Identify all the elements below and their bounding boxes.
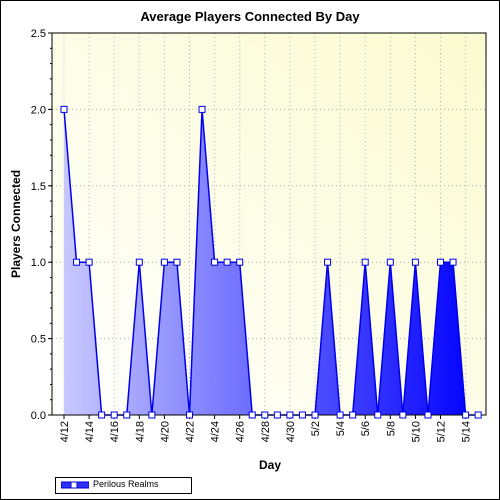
data-point-marker xyxy=(223,258,231,266)
x-tick-label: 5/8 xyxy=(385,421,397,436)
x-tick-label: 4/24 xyxy=(210,421,222,442)
data-point-marker xyxy=(211,258,219,266)
data-point-marker xyxy=(424,411,432,419)
data-point-marker xyxy=(60,105,68,113)
x-tick-label: 4/28 xyxy=(260,421,272,442)
data-point-marker xyxy=(474,411,482,419)
x-tick-label: 5/10 xyxy=(410,421,422,442)
data-point-marker xyxy=(135,258,143,266)
data-point-marker xyxy=(298,411,306,419)
y-tick-labels: 0.0 0.5 1.0 1.5 2.0 2.5 xyxy=(31,28,46,422)
x-tick-label: 5/14 xyxy=(461,421,473,442)
data-point-marker xyxy=(98,411,106,419)
data-point-marker xyxy=(411,258,419,266)
data-point-marker xyxy=(286,411,294,419)
x-tick-label: 4/26 xyxy=(235,421,247,442)
data-point-marker xyxy=(399,411,407,419)
axes xyxy=(48,32,487,419)
x-tick-label: 4/22 xyxy=(185,421,197,442)
data-point-marker xyxy=(273,411,281,419)
data-point-marker xyxy=(248,411,256,419)
x-tick-label: 4/16 xyxy=(109,421,121,442)
x-tick-label: 4/30 xyxy=(285,421,297,442)
x-tick-label: 5/4 xyxy=(335,421,347,436)
x-tick-label: 5/12 xyxy=(436,421,448,442)
x-tick-labels: 4/12 4/14 4/16 4/18 4/20 4/22 4/24 4/26 4/28 4/30… xyxy=(59,421,473,442)
x-tick-label: 5/2 xyxy=(310,421,322,436)
x-tick-label: 4/18 xyxy=(134,421,146,442)
data-point-marker xyxy=(324,258,332,266)
data-point-marker xyxy=(462,411,470,419)
data-point-marker xyxy=(160,258,168,266)
x-tick-label: 5/6 xyxy=(360,421,372,436)
legend-swatch xyxy=(61,481,89,489)
x-tick-label: 4/20 xyxy=(159,421,171,442)
grid-lines xyxy=(52,33,486,415)
y-tick-label: 2.0 xyxy=(31,104,46,116)
data-point-marker xyxy=(198,105,206,113)
data-point-marker xyxy=(186,411,193,419)
x-tick-label: 4/14 xyxy=(84,421,96,442)
data-point-marker xyxy=(173,258,181,266)
data-point-marker xyxy=(110,411,118,419)
legend: Perilous Realms xyxy=(55,477,192,494)
plot-border xyxy=(51,32,487,416)
y-axis-title: Players Connected xyxy=(9,170,23,278)
chart-title: Average Players Connected By Day xyxy=(140,9,360,24)
legend-label-perilous-realms: Perilous Realms xyxy=(93,479,159,489)
data-point-marker xyxy=(374,411,382,419)
data-point-marker xyxy=(437,258,444,266)
data-point-marker xyxy=(349,411,357,419)
data-point-marker xyxy=(123,411,131,419)
y-tick-label: 1.0 xyxy=(31,257,46,269)
y-tick-label: 1.5 xyxy=(31,181,46,193)
data-point-marker xyxy=(85,258,93,266)
y-tick-label: 0.0 xyxy=(31,410,46,422)
data-point-marker xyxy=(236,258,244,266)
data-point-marker xyxy=(386,258,394,266)
data-point-marker xyxy=(311,411,319,419)
x-tick-label: 4/12 xyxy=(59,421,71,442)
series-markers xyxy=(60,105,482,419)
data-point-marker xyxy=(148,411,156,419)
data-point-marker xyxy=(361,258,369,266)
data-point-marker xyxy=(73,258,81,266)
area-fill-perilous-realms xyxy=(64,109,479,416)
data-point-marker xyxy=(336,411,344,419)
y-tick-label: 0.5 xyxy=(31,334,46,346)
y-tick-label: 2.5 xyxy=(31,28,46,40)
data-point-marker xyxy=(261,411,269,419)
x-axis-title: Day xyxy=(259,458,281,472)
data-point-marker xyxy=(449,258,457,266)
